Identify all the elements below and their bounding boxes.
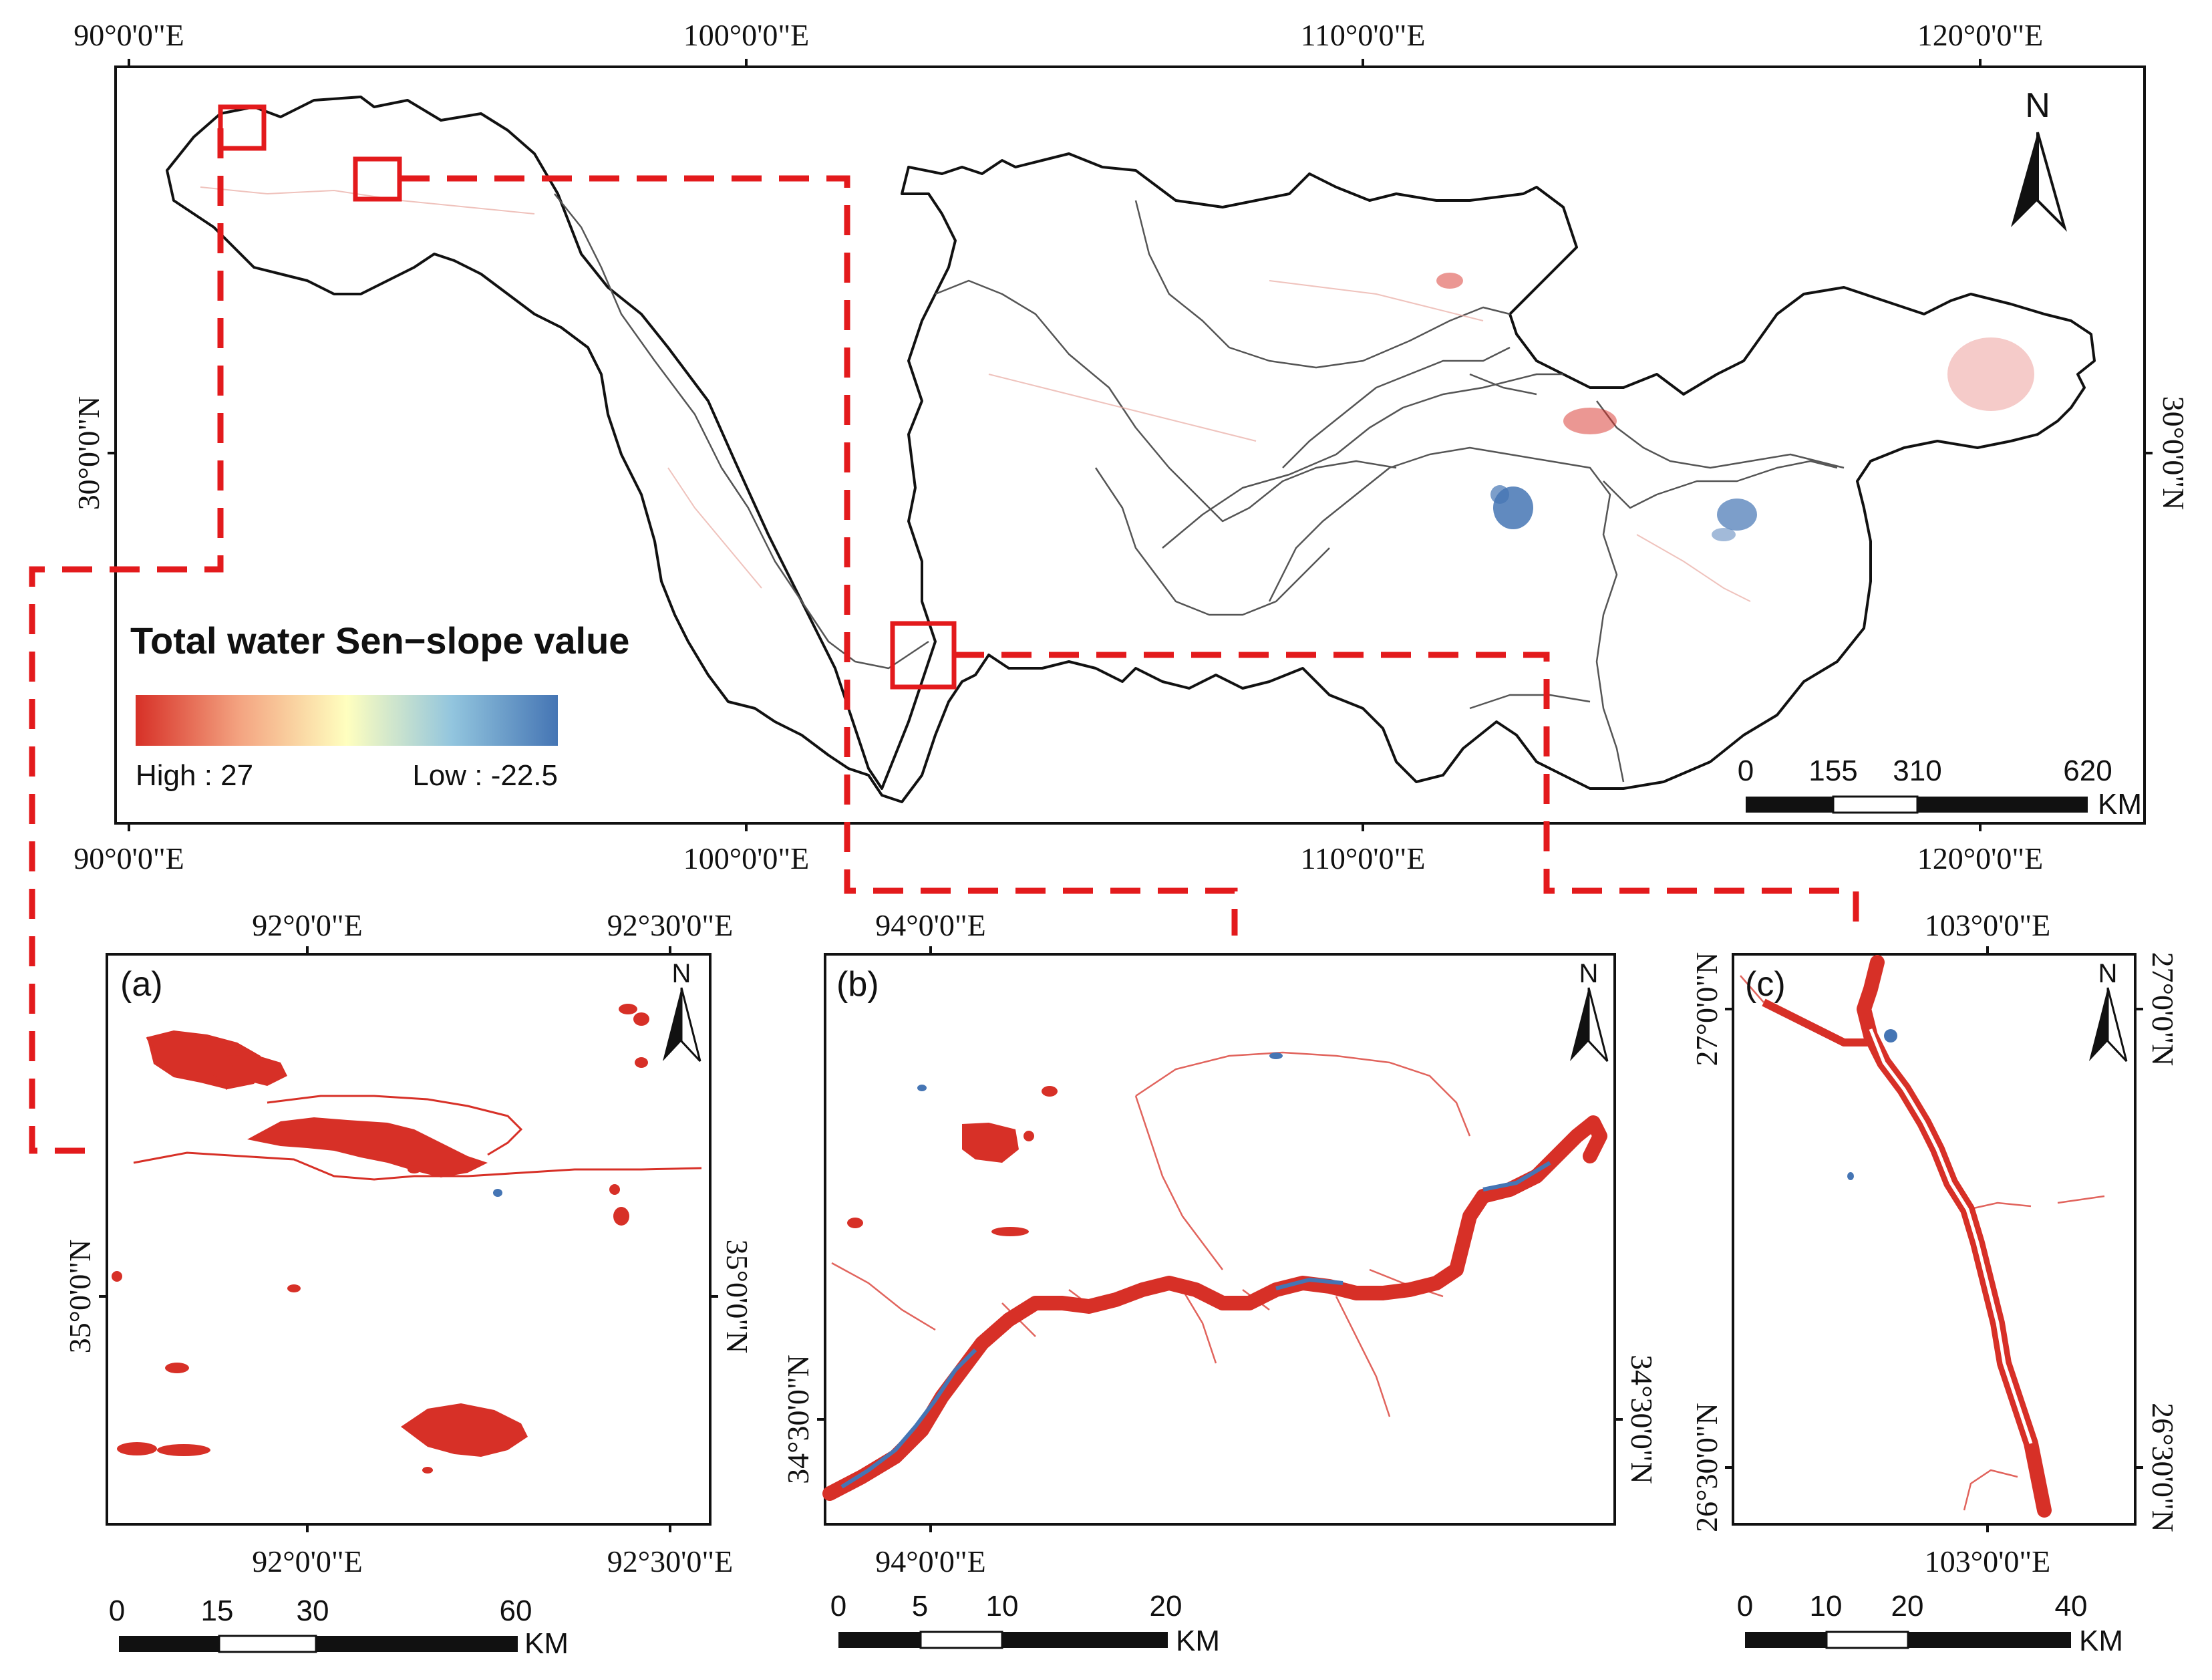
panel-c-river-channel — [1869, 1028, 2033, 1444]
scale-tick: 10 — [986, 1590, 1019, 1623]
lon-label-top: 94°0'0"E — [875, 908, 986, 942]
panel-label: (a) — [120, 965, 163, 1004]
panel-a-scale-bar: 0 15 30 60 KM — [109, 1594, 569, 1660]
lat-label-right: 34°30'0"N — [1625, 1355, 1659, 1484]
leader-b — [400, 175, 1238, 936]
scale-tick: 0 — [830, 1590, 846, 1623]
scale-unit: KM — [524, 1627, 569, 1660]
leader-a — [29, 128, 224, 1154]
main-map: N Total water Sen−slope value High : 27 … — [29, 18, 2191, 1154]
main-map-ticks — [108, 59, 2153, 831]
lon-label-top: 110°0'0"E — [1301, 18, 1426, 52]
panel-b-frame — [824, 953, 1616, 1526]
panel-a-lake-rings — [133, 1036, 702, 1181]
sub-basin-boundaries — [554, 193, 1845, 783]
river-texture — [200, 186, 1751, 602]
panel-b: (b) N 94°0'0"E 94°0'0"E 34°30'0"N 34°30'… — [781, 908, 1659, 1657]
lon-label-bottom: 100°0'0"E — [683, 841, 810, 875]
lat-label-right: 26°30'0"N — [2146, 1403, 2180, 1532]
callout-box-a — [218, 104, 267, 151]
legend: Total water Sen−slope value High : 27 Lo… — [130, 619, 629, 792]
north-label: N — [1579, 959, 1599, 988]
lon-label-bottom: 92°30'0"E — [607, 1544, 734, 1578]
panel-a-north-arrow: N — [663, 959, 701, 1063]
lat-label-right: 35°0'0"N — [720, 1240, 754, 1354]
panel-b-river-decrease — [840, 1161, 1551, 1489]
lat-label-left: 30°0'0"N — [71, 396, 106, 511]
panel-c: (c) N 103°0'0"E 103°0'0"E 27°0'0"N 26°30… — [1690, 908, 2180, 1657]
leader-c — [954, 652, 1859, 936]
lon-label-top: 103°0'0"E — [1925, 908, 2051, 942]
lon-label-top: 92°0'0"E — [252, 908, 363, 942]
lon-label-bottom: 103°0'0"E — [1925, 1544, 2051, 1578]
legend-color-ramp — [136, 695, 558, 746]
change-cluster-red — [1563, 408, 1617, 434]
panel-c-river-upper — [1762, 998, 1871, 1046]
change-cluster-blue — [1712, 528, 1736, 541]
panel-c-frame — [1732, 953, 2137, 1526]
water-change-clusters — [1436, 273, 2034, 541]
lat-label-left: 27°0'0"N — [1690, 952, 1724, 1067]
lat-label-right: 27°0'0"N — [2146, 952, 2180, 1067]
main-scale-bar: 0 155 310 620 KM — [1738, 754, 2142, 821]
scale-unit: KM — [1176, 1625, 1220, 1657]
scale-tick: 40 — [2055, 1590, 2088, 1623]
lon-label-bottom: 94°0'0"E — [875, 1544, 986, 1578]
scale-tick: 30 — [297, 1594, 329, 1627]
lon-label-bottom: 92°0'0"E — [252, 1544, 363, 1578]
north-label: N — [2025, 86, 2050, 125]
scale-tick: 0 — [109, 1594, 125, 1627]
panel-label: (b) — [836, 965, 879, 1004]
change-cluster-red — [1947, 337, 2034, 411]
scale-tick: 155 — [1808, 754, 1857, 787]
lat-label-right: 30°0'0"N — [2157, 396, 2191, 511]
lon-label-bottom: 110°0'0"E — [1301, 841, 1426, 875]
scale-tick: 620 — [2063, 754, 2112, 787]
scale-tick: 310 — [1893, 754, 1941, 787]
scale-tick: 15 — [201, 1594, 234, 1627]
lon-label-top: 90°0'0"E — [73, 18, 184, 52]
panel-c-tributaries — [1740, 975, 2105, 1511]
panel-a: (a) N 92°0'0"E 92°30'0"E 92°0'0"E 92°30'… — [63, 908, 754, 1660]
scale-tick: 0 — [1737, 1590, 1753, 1623]
scale-tick: 5 — [912, 1590, 928, 1623]
lat-label-left: 26°30'0"N — [1690, 1403, 1724, 1532]
panel-b-north-arrow: N — [1570, 959, 1609, 1063]
lon-label-top: 100°0'0"E — [683, 18, 810, 52]
north-label: N — [672, 959, 691, 988]
lon-label-top: 120°0'0"E — [1917, 18, 2044, 52]
change-cluster-blue — [1717, 499, 1757, 531]
scale-tick: 0 — [1738, 754, 1754, 787]
callout-leaders — [29, 128, 1859, 1154]
scale-unit: KM — [2079, 1625, 2123, 1657]
panel-c-scale-bar: 0 10 20 40 KM — [1737, 1590, 2123, 1657]
main-map-frame — [114, 65, 2146, 825]
scale-tick: 60 — [500, 1594, 532, 1627]
scale-tick: 10 — [1810, 1590, 1843, 1623]
lon-label-top: 92°30'0"E — [607, 908, 734, 942]
basin-boundary — [166, 96, 2096, 803]
lon-label-bottom: 90°0'0"E — [73, 841, 184, 875]
lat-label-left: 35°0'0"N — [63, 1240, 97, 1354]
scale-tick: 20 — [1891, 1590, 1924, 1623]
legend-high-label: High : 27 — [136, 759, 253, 792]
legend-low-label: Low : -22.5 — [412, 759, 558, 792]
scale-unit: KM — [2098, 788, 2142, 821]
lon-label-bottom: 120°0'0"E — [1917, 841, 2044, 875]
north-label: N — [2098, 959, 2118, 988]
scale-tick: 20 — [1150, 1590, 1182, 1623]
lat-label-left: 34°30'0"N — [781, 1355, 815, 1484]
change-cluster-red — [1436, 273, 1463, 289]
panel-label: (c) — [1745, 965, 1786, 1004]
main-axis-labels: 90°0'0"E 100°0'0"E 110°0'0"E 120°0'0"E 9… — [71, 18, 2191, 875]
change-cluster-blue — [1490, 485, 1509, 504]
panel-b-patches — [847, 1086, 1058, 1236]
legend-title: Total water Sen−slope value — [130, 619, 629, 662]
panel-b-scale-bar: 0 5 10 20 KM — [830, 1590, 1220, 1657]
main-north-arrow: N — [2011, 86, 2068, 232]
panel-c-north-arrow: N — [2089, 959, 2128, 1063]
